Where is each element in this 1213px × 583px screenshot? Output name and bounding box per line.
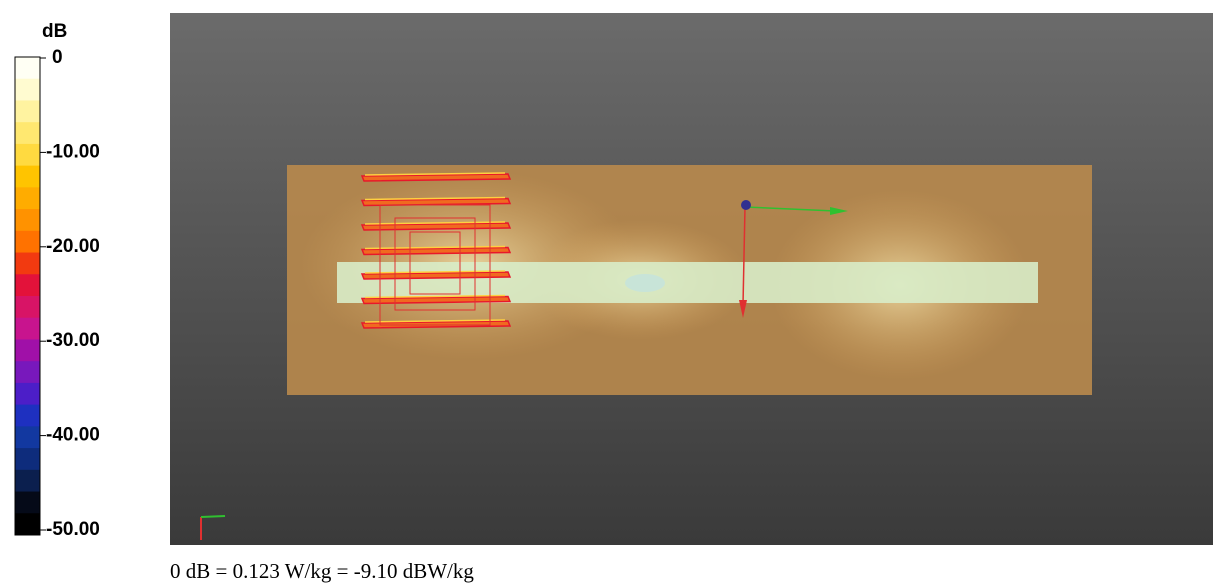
coil-edge: [364, 319, 506, 323]
coil-edge: [364, 270, 506, 274]
colorbar-tick-label: -40.00: [46, 425, 100, 446]
coil-plate: [360, 246, 512, 256]
colorbar-segment: [15, 252, 40, 275]
colorbar-tick-label: 0: [52, 47, 63, 68]
colorbar-segment: [15, 469, 40, 493]
colorbar-segment: [15, 57, 40, 80]
colorbar-unit: dB: [42, 21, 67, 42]
colorbar-segment: [15, 78, 40, 101]
colorbar-segment: [15, 100, 40, 123]
colorbar-tick-label: -30.00: [46, 330, 100, 351]
colorbar-segment: [15, 143, 40, 167]
colorbar-segment: [15, 426, 40, 449]
coil-plate: [360, 295, 512, 305]
colorbar-segment: [15, 230, 40, 254]
colorbar-segment: [15, 491, 40, 514]
coil-plate: [360, 271, 512, 280]
colorbar-segment: [15, 513, 40, 536]
coil-edge: [364, 245, 506, 250]
coil-loop: [409, 231, 461, 295]
coil-plate: [360, 222, 512, 231]
colorbar-segment: [15, 404, 40, 427]
colorbar-segment: [15, 274, 40, 297]
colorbar-frame: [14, 56, 41, 536]
phantom: [287, 165, 1092, 395]
colorbar-tick-label: -10.00: [46, 141, 100, 162]
axes-gizmo: [200, 200, 848, 540]
colorbar: [14, 56, 46, 536]
coil-plate: [360, 197, 512, 207]
colorbar-segment: [15, 361, 40, 384]
colorbar-tick-label: -20.00: [46, 236, 100, 257]
colorbar-segment: [15, 187, 40, 210]
colorbar-segment: [15, 209, 40, 232]
colorbar-segment: [15, 122, 40, 145]
colorbar-segment: [15, 382, 40, 406]
colorbar-segment: [15, 448, 40, 471]
colorbar-segment: [15, 317, 40, 340]
colorbar-segment: [15, 296, 40, 319]
coil-plate: [360, 173, 512, 182]
caption: 0 dB = 0.123 W/kg = -9.10 dBW/kg: [170, 559, 474, 583]
coil-edge: [364, 172, 506, 176]
colorbar-segment: [15, 165, 40, 188]
colorbar-tick-label: -50.00: [46, 519, 100, 540]
coil-edge: [364, 294, 506, 299]
colorbar-segment: [15, 339, 40, 362]
coil: [360, 172, 512, 329]
coil-edge: [364, 221, 506, 225]
coil-loop: [394, 217, 476, 311]
coil-edge: [364, 196, 506, 201]
coil-loop: [379, 204, 491, 326]
